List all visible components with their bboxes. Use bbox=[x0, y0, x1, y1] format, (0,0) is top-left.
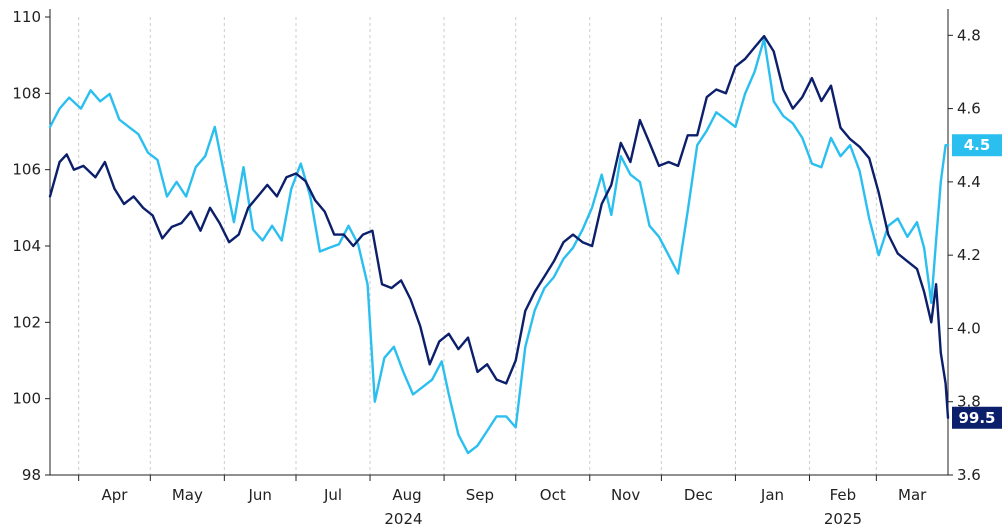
x-tick-label: Apr bbox=[102, 486, 129, 504]
x-tick-label: Jan bbox=[760, 486, 784, 504]
left-tick-label: 108 bbox=[12, 84, 41, 102]
right-tick-label: 4.0 bbox=[957, 319, 981, 337]
x-tick-label: Jul bbox=[323, 486, 342, 504]
series-line-right bbox=[48, 37, 950, 455]
x-tick-label: Sep bbox=[466, 486, 494, 504]
x-tick-label: Nov bbox=[611, 486, 640, 504]
x-tick-label: Jun bbox=[247, 486, 271, 504]
gridlines bbox=[78, 17, 877, 475]
x-tick-label: May bbox=[172, 486, 203, 504]
left-tick-label: 110 bbox=[12, 8, 41, 26]
right-tick-label: 4.8 bbox=[957, 26, 981, 44]
left-tick-label: 100 bbox=[12, 390, 41, 408]
year-label: 2024 bbox=[384, 510, 422, 526]
x-tick-label: Feb bbox=[830, 486, 857, 504]
axes bbox=[45, 9, 953, 481]
x-tick-label: Dec bbox=[684, 486, 713, 504]
left-tick-label: 98 bbox=[22, 466, 41, 484]
right-tick-label: 4.4 bbox=[957, 173, 981, 191]
end-label-right: 4.5 bbox=[964, 136, 991, 154]
series-lines bbox=[48, 34, 950, 455]
year-label: 2025 bbox=[824, 510, 862, 526]
x-tick-label: Mar bbox=[898, 486, 927, 504]
left-tick-label: 106 bbox=[12, 161, 41, 179]
x-tick-label: Oct bbox=[540, 486, 566, 504]
end-label-left: 99.5 bbox=[958, 409, 995, 427]
right-tick-label: 4.6 bbox=[957, 100, 981, 118]
right-tick-label: 3.6 bbox=[957, 466, 981, 484]
series-line-left bbox=[48, 34, 950, 419]
left-tick-label: 102 bbox=[12, 313, 41, 331]
end-label-box-right bbox=[952, 134, 1002, 157]
x-tick-label: Aug bbox=[392, 486, 421, 504]
right-tick-label: 3.8 bbox=[957, 393, 981, 411]
right-tick-label: 4.2 bbox=[957, 246, 981, 264]
left-tick-label: 104 bbox=[12, 237, 41, 255]
end-value-labels: 99.5 4.5 bbox=[952, 134, 1002, 429]
end-label-box-left bbox=[952, 406, 1002, 429]
tick-labels: 98 100 102 104 106 108 110 3.6 3.8 4.0 4.2 4.4 4.6 4.… bbox=[12, 8, 981, 526]
